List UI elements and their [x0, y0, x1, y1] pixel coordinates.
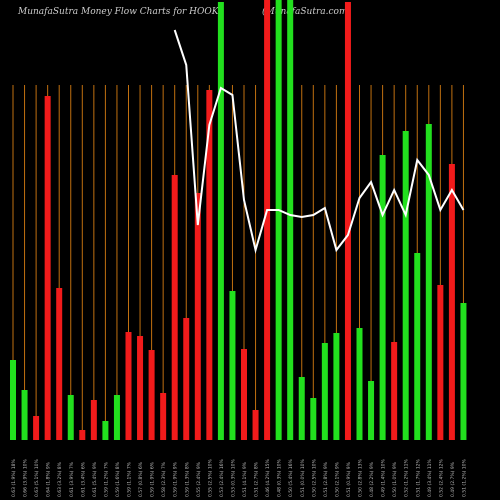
bar — [137, 336, 144, 440]
watermark: (MunafaSutra.com — [262, 6, 347, 17]
x-tick-label: 0.50 (5.4%) 16% — [288, 458, 294, 497]
x-tick-label: 0.51 (1.2%) 10% — [461, 458, 467, 497]
x-tick-label: 0.59 (1.9%) 6% — [150, 461, 156, 497]
bar — [275, 0, 282, 440]
bar — [264, 0, 271, 440]
x-tick-label: 0.51 (0.0%) 10% — [300, 458, 306, 497]
bar — [125, 332, 132, 440]
x-tick-label: 0.59 (1.9%) 9% — [173, 461, 179, 497]
bar — [379, 155, 386, 440]
x-tick-label: 0.64 (1.8%) 9% — [46, 461, 52, 497]
bar — [333, 333, 340, 440]
x-tick-label: 0.55 (2.5%) 10% — [207, 458, 213, 497]
bar — [160, 393, 167, 440]
x-tick-label: 0.48 (2.2%) 9% — [369, 461, 375, 497]
x-tick-label: 0.59 (1.1%) 7% — [127, 461, 133, 497]
x-tick-label: 0.63 (3.2%) 8% — [57, 461, 63, 497]
x-tick-label: 0.49 (2.7%) 9% — [450, 461, 456, 497]
x-tick-label: 0.51 (0.9%) 9% — [346, 461, 352, 497]
bar — [310, 398, 317, 440]
bar — [56, 288, 63, 440]
x-tick-label: 0.63 (5.1%) 10% — [34, 458, 40, 497]
x-tick-label: 0.66 (3.9%) 10% — [23, 458, 29, 497]
x-tick-label: 0.51 (1.7%) 12% — [415, 458, 421, 497]
bar — [460, 303, 467, 440]
x-tick-label: 0.53 (0.3%) 10% — [230, 458, 236, 497]
x-tick-label: 0.50 (2.1%) 9% — [334, 461, 340, 497]
bar — [241, 349, 247, 440]
x-tick-label: 0.59 (1.6%) 8% — [115, 461, 121, 497]
bar — [298, 377, 305, 440]
bar — [321, 343, 328, 440]
x-tick-label: 0.57 (0.8%) 6% — [138, 461, 144, 497]
bar — [206, 90, 213, 440]
bar — [10, 360, 16, 440]
bar — [368, 381, 375, 440]
x-tick-label: 0.52 (1.2%) 11% — [404, 458, 410, 497]
x-tick-label: 0.61 (3.4%) 6% — [80, 461, 86, 497]
bar — [437, 285, 444, 440]
x-tick-label: 0.53 (2.4%) 16% — [219, 458, 225, 497]
bar — [21, 390, 28, 440]
chart-title: MunafaSutra Money Flow Charts for HOOK — [17, 7, 220, 17]
bar — [33, 416, 40, 440]
bar — [391, 342, 398, 440]
bar — [148, 350, 155, 440]
bar — [414, 253, 421, 440]
x-tick-label: 0.61 (5.4%) 9% — [92, 461, 98, 497]
bar — [113, 395, 120, 440]
bar — [356, 328, 363, 440]
bar — [402, 131, 409, 440]
bar — [287, 0, 294, 440]
line — [173, 29, 465, 254]
x-tick-label: 0.61 (3.9%) 7% — [69, 461, 75, 497]
bar — [171, 175, 178, 440]
x-tick-label: 0.51 (2.8%) 9% — [323, 461, 329, 497]
x-tick-label: 0.52 (2.4%) 12% — [438, 458, 444, 497]
bar — [79, 430, 86, 440]
x-tick-label: 0.49 (1.4%) 10% — [381, 458, 387, 497]
x-tick-label: 0.49 (3.4%) 11% — [427, 458, 433, 497]
x-tick-label: 0.48 (0.3%) 10% — [277, 458, 283, 497]
bar — [67, 395, 74, 440]
x-tick-label: 0.59 (1.2%) 7% — [103, 461, 109, 497]
x-tick-label: 0.63 (1.9%) 18% — [11, 458, 17, 497]
bar — [229, 291, 236, 440]
x-tick-label: 0.50 (2.5%) 10% — [311, 458, 317, 497]
bar — [194, 193, 201, 440]
x-tick-label: 0.59 (1.3%) 8% — [184, 461, 190, 497]
bar — [90, 400, 97, 440]
bar — [183, 318, 190, 440]
bar — [448, 164, 455, 440]
x-tick-label: 0.51 (4.1%) 9% — [242, 461, 248, 497]
bar — [44, 96, 51, 440]
x-tick-label: 0.46 (4.2%) 15% — [265, 458, 271, 497]
bar — [344, 2, 351, 440]
bar — [425, 124, 432, 440]
bar — [252, 410, 259, 440]
x-tick-label: 0.55 (2.4%) 9% — [196, 461, 202, 497]
x-tick-label: 0.51 (2.7%) 8% — [254, 461, 260, 497]
bar — [102, 421, 109, 440]
bar — [217, 2, 224, 440]
x-tick-label: 0.50 (2.8%) 13% — [358, 458, 364, 497]
x-tick-label: 0.58 (2.3%) 7% — [161, 461, 167, 497]
x-tick-label: 0.50 (1.0%) 9% — [392, 461, 398, 497]
